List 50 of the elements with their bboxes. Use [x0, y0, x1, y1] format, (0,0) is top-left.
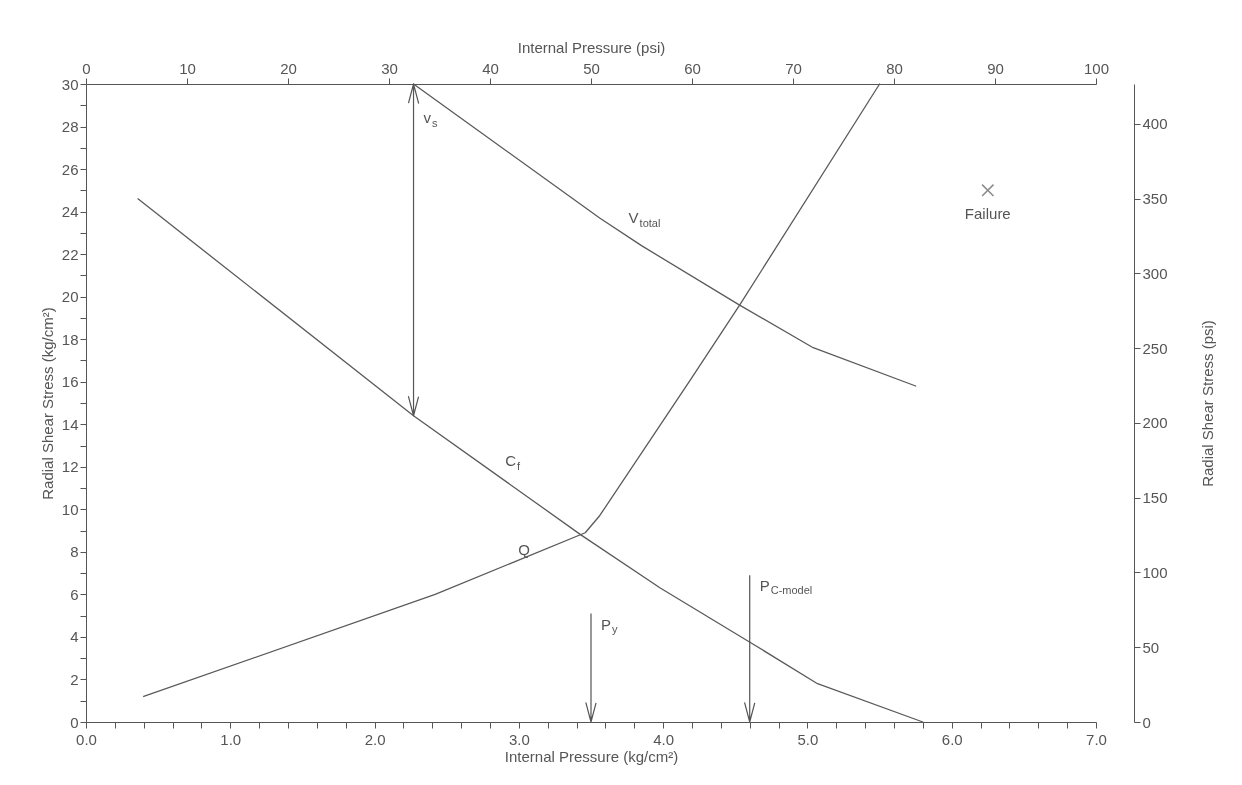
y-tick-label: 20	[61, 288, 79, 306]
y2-tick-label: 100	[1142, 563, 1168, 581]
x-tick-label: 5.0	[797, 730, 819, 748]
series-label: Q	[518, 540, 530, 558]
y-tick-label: 26	[61, 160, 79, 178]
x2-axis-title: Internal Pressure (psi)	[517, 38, 666, 56]
x2-tick-label: 80	[886, 59, 903, 77]
x2-tick-label: 60	[684, 59, 701, 77]
x2-tick-label: 20	[280, 59, 297, 77]
y2-tick-label: 150	[1142, 489, 1168, 507]
x2-tick-label: 0	[82, 59, 91, 77]
x2-tick-label: 100	[1083, 59, 1110, 77]
y-axis-title: Radial Shear Stress (kg/cm²)	[38, 307, 56, 500]
x2-tick-label: 30	[381, 59, 398, 77]
x-tick-label: 1.0	[220, 730, 242, 748]
x-tick-label: 4.0	[653, 730, 675, 748]
y-tick-label: 8	[70, 543, 79, 561]
y2-tick-label: 200	[1142, 414, 1168, 432]
y2-tick-label: 400	[1142, 115, 1168, 133]
y-tick-label: 12	[61, 458, 79, 476]
y2-tick-label: 0	[1142, 713, 1151, 731]
x-tick-label: 3.0	[508, 730, 530, 748]
y-tick-label: 16	[61, 373, 79, 391]
y-tick-label: 24	[61, 203, 79, 221]
x2-tick-label: 40	[482, 59, 499, 77]
x-tick-label: 2.0	[364, 730, 386, 748]
x-tick-label: 7.0	[1086, 730, 1107, 748]
y-tick-label: 30	[61, 75, 79, 93]
x-tick-label: 6.0	[941, 730, 963, 748]
y2-tick-label: 250	[1142, 339, 1168, 357]
y-tick-label: 28	[61, 118, 79, 136]
series-label: Failure	[964, 205, 1011, 223]
y2-axis-title: Radial Shear Stress (psi)	[1198, 320, 1216, 487]
y-tick-label: 22	[61, 245, 79, 263]
x2-tick-label: 90	[987, 59, 1004, 77]
x-axis-title: Internal Pressure (kg/cm²)	[504, 747, 679, 765]
y-tick-label: 2	[70, 670, 79, 688]
y-tick-label: 10	[61, 500, 79, 518]
y-tick-label: 4	[70, 628, 79, 646]
x2-tick-label: 10	[179, 59, 196, 77]
x2-tick-label: 70	[785, 59, 802, 77]
y2-tick-label: 350	[1142, 190, 1168, 208]
y2-tick-label: 50	[1142, 638, 1160, 656]
y-tick-label: 14	[61, 415, 79, 433]
y2-tick-label: 300	[1142, 264, 1168, 282]
y-tick-label: 0	[70, 713, 79, 731]
y-tick-label: 18	[61, 330, 79, 348]
x-tick-label: 0.0	[76, 730, 97, 748]
y-tick-label: 6	[70, 585, 79, 603]
x2-tick-label: 50	[583, 59, 600, 77]
